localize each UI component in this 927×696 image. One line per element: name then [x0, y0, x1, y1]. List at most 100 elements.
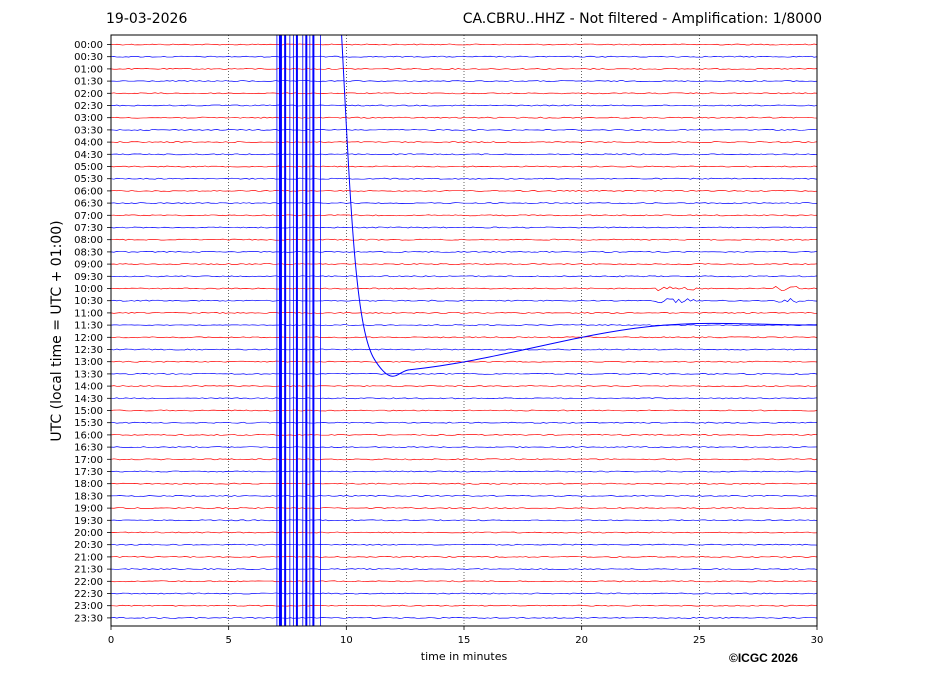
trace-row-1630: [111, 446, 817, 449]
y-tick-label: 11:30: [74, 321, 103, 332]
y-tick-label: 14:30: [74, 394, 103, 405]
trace-row-2130: [111, 568, 817, 571]
y-tick-label: 01:00: [74, 64, 103, 75]
y-tick-label: 09:30: [74, 272, 103, 283]
spike-mark: [284, 35, 287, 626]
trace-row-0130: [111, 80, 817, 83]
x-axis-label: time in minutes: [420, 650, 508, 663]
y-tick-label: 21:00: [74, 552, 103, 563]
y-tick-label: 13:00: [74, 357, 103, 368]
y-tick-label: 16:30: [74, 443, 103, 454]
trace-row-2100: [111, 555, 817, 558]
trace-row-1500: [111, 409, 817, 412]
y-tick-label: 13:30: [74, 369, 103, 380]
date-label: 19-03-2026: [106, 11, 188, 27]
trace-row-1030: [111, 298, 817, 304]
y-tick-label: 18:00: [74, 479, 103, 490]
copyright-notice: ©ICGC 2026: [729, 651, 798, 665]
trace-row-0900: [111, 263, 817, 266]
spike-mark: [305, 35, 308, 626]
y-tick-label: 08:30: [74, 247, 103, 258]
trace-row-2200: [111, 580, 817, 583]
trace-row-1130: [111, 324, 817, 326]
trace-row-2000: [111, 531, 817, 534]
spike-mark: [278, 35, 282, 626]
trace-row-0500: [111, 165, 817, 168]
trace-row-1830: [111, 494, 817, 497]
trace-row-0000: [111, 43, 817, 46]
y-tick-label: 12:30: [74, 345, 103, 356]
y-tick-label: 07:30: [74, 223, 103, 234]
y-tick-label: 04:30: [74, 150, 103, 161]
y-tick-label: 08:00: [74, 235, 103, 246]
x-tick-label: 30: [811, 635, 824, 646]
y-tick-label: 20:30: [74, 540, 103, 551]
y-tick-label: 15:30: [74, 418, 103, 429]
y-tick-label: 03:00: [74, 113, 103, 124]
trace-row-0700: [111, 214, 817, 217]
y-tick-label: 10:30: [74, 296, 103, 307]
trace-row-0600: [111, 189, 817, 192]
y-tick-label: 02:00: [74, 89, 103, 100]
y-tick-label: 11:00: [74, 308, 103, 319]
y-tick-label: 22:00: [74, 577, 103, 588]
y-tick-label: 23:00: [74, 601, 103, 612]
traces-group: [111, 35, 817, 626]
y-tick-label: 17:00: [74, 455, 103, 466]
y-tick-label: 00:00: [74, 40, 103, 51]
trace-row-1400: [111, 385, 817, 388]
trace-row-0630: [111, 202, 817, 205]
x-tick-label: 0: [108, 635, 114, 646]
axes-frame: [110, 34, 818, 627]
y-tick-label: 22:30: [74, 589, 103, 600]
trace-row-0400: [111, 141, 817, 144]
y-tick-label: 01:30: [74, 77, 103, 88]
y-tick-label: 12:00: [74, 333, 103, 344]
y-tick-label: 07:00: [74, 211, 103, 222]
trace-row-0230: [111, 104, 817, 107]
y-tick-label: 17:30: [74, 467, 103, 478]
y-tick-label: 09:00: [74, 260, 103, 271]
trace-row-0730: [111, 226, 817, 229]
x-tick-label: 20: [575, 635, 588, 646]
trace-row-1730: [111, 470, 817, 473]
x-tick-label: 5: [225, 635, 231, 646]
y-tick-label: 23:30: [74, 613, 103, 624]
x-tick-label: 15: [458, 635, 471, 646]
trace-row-0530: [111, 177, 817, 180]
trace-row-2030: [111, 543, 817, 546]
trace-row-1430: [111, 397, 817, 400]
trace-row-1930: [111, 519, 817, 522]
y-tick-label: 15:00: [74, 406, 103, 417]
chart-title: CA.CBRU..HHZ - Not filtered - Amplificat…: [462, 11, 822, 27]
y-tick-label: 19:30: [74, 516, 103, 527]
trace-row-1100: [111, 311, 817, 314]
y-tick-label: 06:30: [74, 199, 103, 210]
trace-row-1900: [111, 507, 817, 510]
trace-row-1700: [111, 458, 817, 461]
trace-row-2230: [111, 592, 817, 595]
trace-row-1530: [111, 421, 817, 424]
trace-row-2330: [111, 616, 817, 619]
trace-row-2300: [111, 604, 817, 607]
y-tick-label: 04:00: [74, 138, 103, 149]
trace-row-0430: [111, 153, 817, 156]
y-tick-label: 05:30: [74, 174, 103, 185]
long-period-excursion: [341, 35, 817, 377]
trace-row-0030: [111, 55, 817, 58]
spike-mark: [295, 35, 298, 626]
y-tick-label: 10:00: [74, 284, 103, 295]
y-tick-label: 02:30: [74, 101, 103, 112]
trace-row-0800: [111, 238, 817, 241]
trace-row-1200: [111, 336, 817, 339]
trace-row-1230: [111, 348, 817, 351]
trace-row-0100: [111, 67, 817, 70]
y-tick-label: 16:00: [74, 430, 103, 441]
trace-row-0200: [111, 92, 817, 95]
y-tick-label: 05:00: [74, 162, 103, 173]
y-tick-label: 19:00: [74, 504, 103, 515]
x-tick-label: 25: [693, 635, 706, 646]
y-tick-label: 00:30: [74, 52, 103, 63]
